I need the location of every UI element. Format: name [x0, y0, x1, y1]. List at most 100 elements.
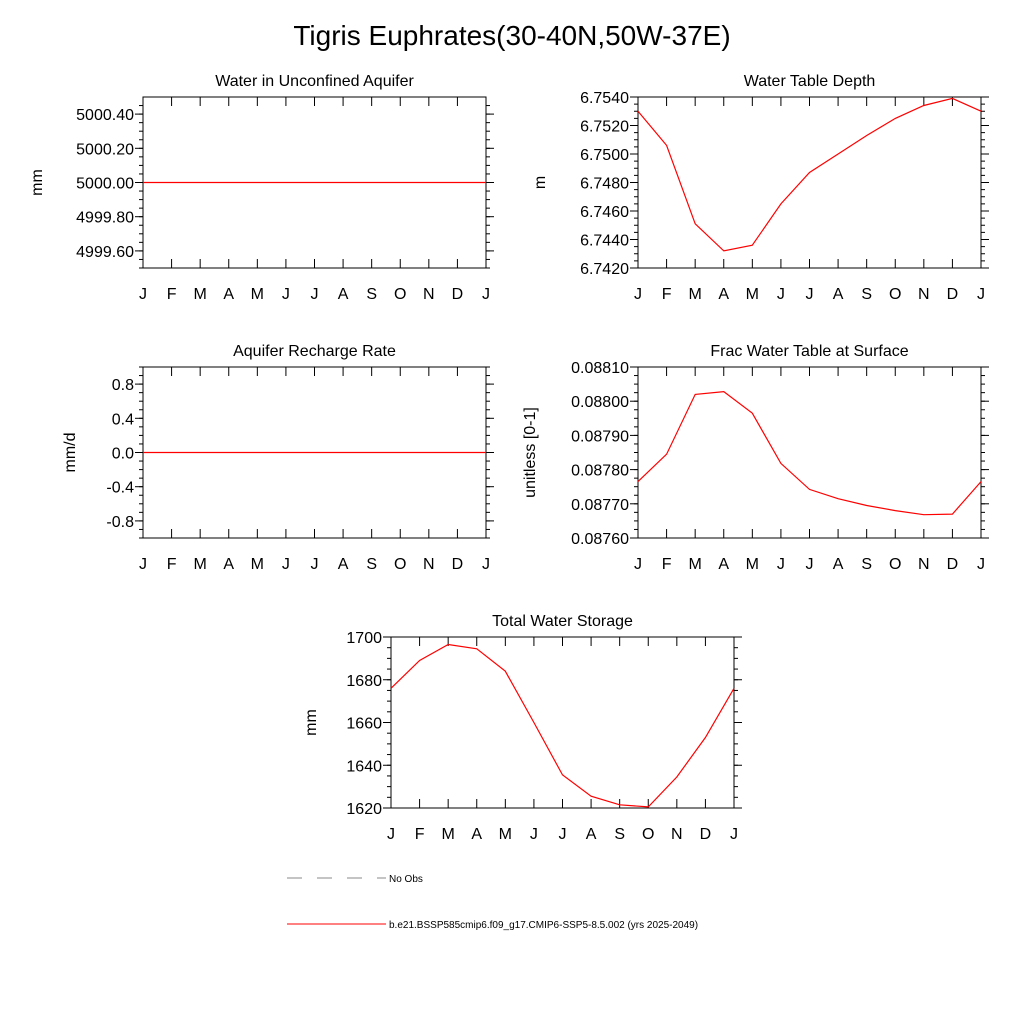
x-tick-label: J: [634, 286, 642, 303]
x-tick-label: N: [423, 556, 435, 573]
x-tick-label: J: [806, 286, 814, 303]
y-tick-label: -0.8: [106, 514, 134, 531]
plot-frame: [637, 366, 982, 539]
x-tick-label: M: [194, 286, 207, 303]
y-tick-label: 6.7480: [580, 176, 629, 193]
y-tick-label: 4999.80: [76, 210, 134, 227]
legend: No Obs b.e21.BSSP585cmip6.f09_g17.CMIP6-S…: [287, 874, 698, 931]
x-tick-label: F: [415, 826, 425, 843]
y-tick-label: 0.08760: [571, 531, 629, 548]
x-tick-label: A: [338, 286, 349, 303]
y-axis-label: m: [532, 176, 549, 189]
x-tick-label: M: [499, 826, 512, 843]
x-tick-label: J: [139, 556, 147, 573]
x-tick-label: F: [662, 556, 672, 573]
y-tick-label: 6.7440: [580, 233, 629, 250]
x-tick-label: D: [947, 286, 959, 303]
y-tick-label: 1700: [346, 630, 382, 647]
y-tick-label: 6.7520: [580, 119, 629, 136]
x-tick-label: J: [530, 826, 538, 843]
x-tick-label: A: [223, 556, 234, 573]
x-tick-label: J: [559, 826, 567, 843]
y-tick-label: 0.08780: [571, 463, 629, 480]
x-tick-label: A: [338, 556, 349, 573]
y-tick-label: 4999.60: [76, 244, 134, 261]
panel-4: Frac Water Table at Surface unitless [0-1…: [522, 343, 989, 573]
y-tick-label: 5000.20: [76, 141, 134, 158]
y-tick-label: 1640: [346, 758, 382, 775]
plot-frame: [637, 96, 982, 269]
x-tick-label: A: [586, 826, 597, 843]
x-tick-label: A: [833, 286, 844, 303]
y-axis-label: mm/d: [62, 433, 79, 473]
x-tick-label: J: [482, 286, 490, 303]
x-tick-label: N: [423, 286, 435, 303]
x-tick-label: J: [634, 556, 642, 573]
y-tick-label: 6.7460: [580, 204, 629, 221]
x-tick-label: M: [251, 286, 264, 303]
x-tick-label: S: [861, 286, 872, 303]
x-tick-label: D: [452, 556, 464, 573]
series-line: [390, 643, 735, 808]
y-tick-label: 0.8: [112, 377, 134, 394]
x-tick-label: O: [394, 556, 406, 573]
x-tick-label: F: [167, 556, 177, 573]
x-tick-label: O: [394, 286, 406, 303]
x-tick-label: S: [614, 826, 625, 843]
x-tick-label: O: [642, 826, 654, 843]
x-tick-label: N: [918, 286, 930, 303]
x-tick-label: F: [662, 286, 672, 303]
x-tick-label: J: [482, 556, 490, 573]
y-tick-label: 0.08810: [571, 360, 629, 377]
x-tick-label: N: [918, 556, 930, 573]
x-tick-label: A: [718, 286, 729, 303]
x-tick-label: S: [366, 286, 377, 303]
y-axis-label: mm: [29, 169, 46, 196]
y-tick-label: 6.7540: [580, 90, 629, 107]
figure-title: Tigris Euphrates(30-40N,50W-37E): [293, 20, 731, 51]
series-line: [637, 97, 982, 252]
x-tick-label: M: [689, 556, 702, 573]
y-tick-label: 0.4: [112, 411, 134, 428]
plot-frame: [390, 636, 735, 809]
x-tick-label: M: [689, 286, 702, 303]
x-tick-label: A: [833, 556, 844, 573]
x-tick-label: A: [718, 556, 729, 573]
x-tick-label: F: [167, 286, 177, 303]
series-line: [637, 390, 982, 516]
y-tick-label: 6.7420: [580, 261, 629, 278]
x-tick-label: J: [311, 556, 319, 573]
legend-label: b.e21.BSSP585cmip6.f09_g17.CMIP6-SSP5-8.…: [389, 920, 698, 931]
x-tick-label: J: [282, 286, 290, 303]
legend-label: No Obs: [389, 874, 423, 885]
x-tick-label: J: [806, 556, 814, 573]
x-tick-label: J: [387, 826, 395, 843]
x-tick-label: J: [777, 556, 785, 573]
x-tick-label: O: [889, 556, 901, 573]
y-tick-label: 1660: [346, 716, 382, 733]
x-tick-label: J: [139, 286, 147, 303]
y-tick-label: 5000.00: [76, 176, 134, 193]
x-tick-label: D: [700, 826, 712, 843]
x-tick-label: M: [251, 556, 264, 573]
x-tick-label: J: [977, 286, 985, 303]
x-tick-label: S: [861, 556, 872, 573]
y-tick-label: 6.7500: [580, 147, 629, 164]
x-tick-label: A: [223, 286, 234, 303]
y-axis-label: mm: [303, 709, 320, 736]
x-tick-label: J: [282, 556, 290, 573]
x-tick-label: N: [671, 826, 683, 843]
y-tick-label: 0.08770: [571, 497, 629, 514]
y-tick-label: 0.08790: [571, 428, 629, 445]
x-tick-label: M: [442, 826, 455, 843]
panel-title: Water in Unconfined Aquifer: [215, 73, 414, 90]
x-tick-label: D: [452, 286, 464, 303]
panel-title: Aquifer Recharge Rate: [233, 343, 396, 360]
x-tick-label: J: [777, 286, 785, 303]
x-tick-label: A: [471, 826, 482, 843]
